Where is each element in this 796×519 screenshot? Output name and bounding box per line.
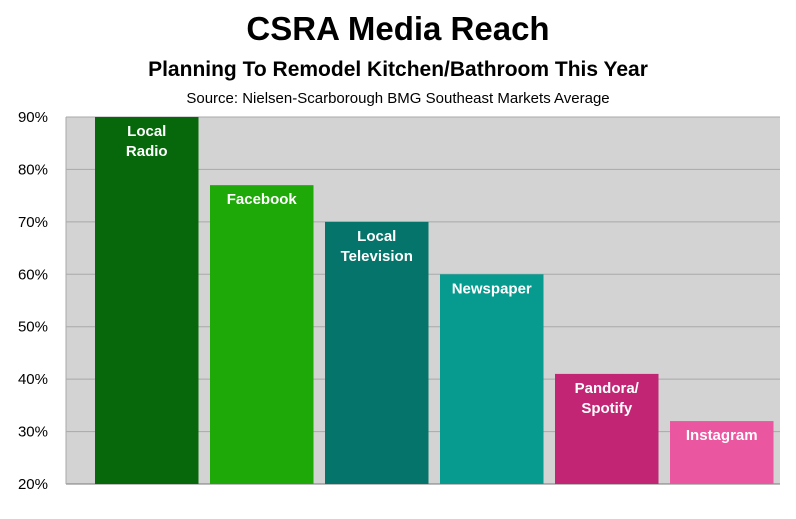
bar-label: Instagram xyxy=(686,427,758,444)
bar xyxy=(210,185,314,484)
bar-label: Spotify xyxy=(581,400,632,417)
y-tick-label: 60% xyxy=(18,266,48,283)
chart-subtitle: Planning To Remodel Kitchen/Bathroom Thi… xyxy=(148,58,648,81)
bar xyxy=(670,421,774,484)
y-tick-label: 30% xyxy=(18,424,48,441)
y-tick-label: 70% xyxy=(18,214,48,231)
bar xyxy=(95,117,199,484)
bar xyxy=(440,274,544,484)
bar-label: Pandora/ xyxy=(575,380,640,397)
chart-title: CSRA Media Reach xyxy=(246,10,550,47)
y-tick-label: 80% xyxy=(18,161,48,178)
bar xyxy=(555,373,659,484)
y-tick-label: 90% xyxy=(18,109,48,126)
bar-label: Newspaper xyxy=(452,280,532,297)
y-tick-label: 40% xyxy=(18,371,48,388)
bar-label: Local xyxy=(127,123,166,140)
bar-label: Facebook xyxy=(227,191,298,208)
bar-label: Radio xyxy=(126,143,168,160)
bar-label: Television xyxy=(341,248,413,265)
y-tick-label: 50% xyxy=(18,319,48,336)
bar-label: Local xyxy=(357,228,396,245)
y-tick-label: 20% xyxy=(18,476,48,493)
chart-source: Source: Nielsen-Scarborough BMG Southeas… xyxy=(186,90,610,107)
bar xyxy=(325,221,429,484)
